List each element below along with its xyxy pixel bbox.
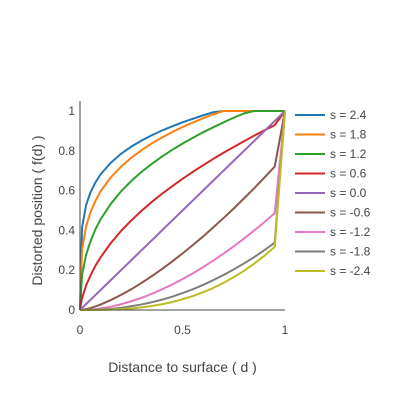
y-tick-label: 0.2 — [58, 263, 75, 277]
legend-label: s = 1.8 — [330, 128, 367, 142]
x-tick-label: 0 — [77, 323, 84, 337]
legend-item[interactable]: s = -2.4 — [295, 264, 371, 278]
x-tick-label: 1 — [282, 323, 289, 337]
legend-label: s = 0.6 — [330, 167, 367, 181]
legend-item[interactable]: s = -0.6 — [295, 206, 371, 220]
y-tick-label: 0.8 — [58, 144, 75, 158]
legend-label: s = -2.4 — [330, 264, 371, 278]
legend-label: s = -0.6 — [330, 206, 371, 220]
series-layer — [79, 110, 286, 311]
legend-item[interactable]: s = 0.6 — [295, 167, 367, 181]
legend-label: s = 0.0 — [330, 186, 367, 200]
x-tick-label: 0.5 — [174, 323, 191, 337]
series-line-2[interactable] — [79, 110, 285, 311]
legend-label: s = 1.2 — [330, 147, 367, 161]
series-line-1[interactable] — [79, 110, 285, 311]
legend-item[interactable]: s = 1.8 — [295, 128, 367, 142]
axes-layer — [79, 101, 285, 311]
x-axis-title: Distance to surface ( d ) — [108, 359, 257, 375]
series-line-5[interactable] — [79, 110, 286, 311]
legend-label: s = -1.2 — [330, 225, 371, 239]
y-axis-title: Distorted position ( f(d) ) — [29, 135, 45, 285]
legend-item[interactable]: s = 2.4 — [295, 108, 367, 122]
series-line-4[interactable] — [79, 110, 286, 311]
series-line-3[interactable] — [79, 110, 286, 311]
legend-label: s = 2.4 — [330, 108, 367, 122]
legend-item[interactable]: s = -1.2 — [295, 225, 371, 239]
legend-item[interactable]: s = -1.8 — [295, 245, 371, 259]
legend[interactable]: s = 2.4 s = 1.8 s = 1.2 s = 0.6 s = 0.0 s = -… — [295, 108, 371, 278]
y-tick-label: 1 — [68, 104, 75, 118]
y-tick-label: 0 — [68, 303, 75, 317]
legend-label: s = -1.8 — [330, 245, 371, 259]
y-tick-label: 0.6 — [58, 184, 75, 198]
legend-item[interactable]: s = 1.2 — [295, 147, 367, 161]
tick-labels: 0 0.5 1 0 0.2 0.4 0.6 0.8 1 — [58, 104, 288, 337]
legend-item[interactable]: s = 0.0 — [295, 186, 367, 200]
y-tick-label: 0.4 — [58, 223, 75, 237]
